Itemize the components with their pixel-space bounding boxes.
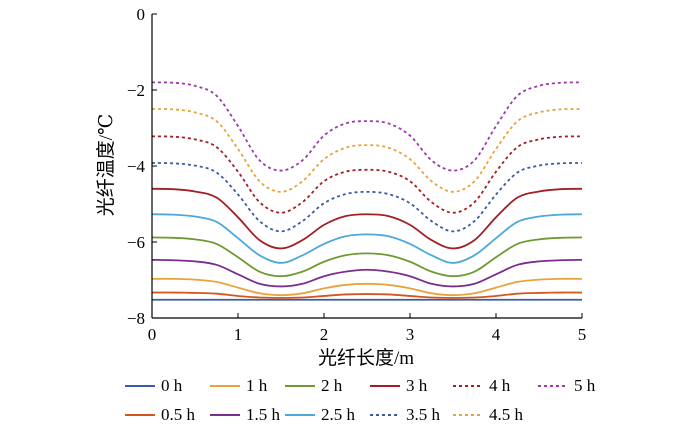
legend-label-3-5-h: 3.5 h <box>406 405 441 424</box>
x-axis-title: 光纤长度/m <box>318 347 414 369</box>
legend-label-2-5-h: 2.5 h <box>321 405 356 424</box>
series-line-2-5-h <box>151 213 583 264</box>
y-tick-label: −6 <box>127 233 145 252</box>
series-line-3-h <box>151 187 583 250</box>
axes-layer: 0 1 2 3 4 5 0 −2 −4 −6 −8 <box>127 5 586 344</box>
y-axis-title: 光纤温度/℃ <box>95 114 117 217</box>
legend: 0 h 1 h 2 h 3 h 4 h 5 h 0.5 h 1.5 h 2.5 h 3.5 h 4.… <box>125 376 596 424</box>
x-tick-label: 0 <box>148 325 157 344</box>
legend-label-4-5-h: 4.5 h <box>489 405 524 424</box>
series-line-4-5-h <box>151 108 583 193</box>
x-tick-label: 5 <box>578 325 587 344</box>
series-layer <box>151 81 583 301</box>
legend-label-4-h: 4 h <box>489 376 511 395</box>
y-tick-label: −4 <box>127 157 146 176</box>
series-line-5-h <box>151 81 583 172</box>
series-line-1-h <box>151 277 583 297</box>
x-tick-label: 3 <box>406 325 415 344</box>
legend-label-3-h: 3 h <box>406 376 428 395</box>
y-tick-label: −2 <box>127 81 145 100</box>
series-line-1-5-h <box>151 258 583 288</box>
legend-label-0-h: 0 h <box>161 376 183 395</box>
series-line-4-h <box>151 135 583 214</box>
y-tick-label: −8 <box>127 309 145 328</box>
y-tick-label: 0 <box>137 5 146 24</box>
legend-label-2-h: 2 h <box>321 376 343 395</box>
series-line-3-5-h <box>151 162 583 233</box>
x-tick-label: 4 <box>492 325 501 344</box>
legend-label-1-h: 1 h <box>246 376 268 395</box>
series-line-2-h <box>151 236 583 278</box>
legend-label-5-h: 5 h <box>574 376 596 395</box>
x-tick-label: 1 <box>234 325 243 344</box>
legend-label-1-5-h: 1.5 h <box>246 405 281 424</box>
x-tick-label: 2 <box>320 325 329 344</box>
legend-label-0-5-h: 0.5 h <box>161 405 196 424</box>
series-line-0-5-h <box>151 291 583 299</box>
